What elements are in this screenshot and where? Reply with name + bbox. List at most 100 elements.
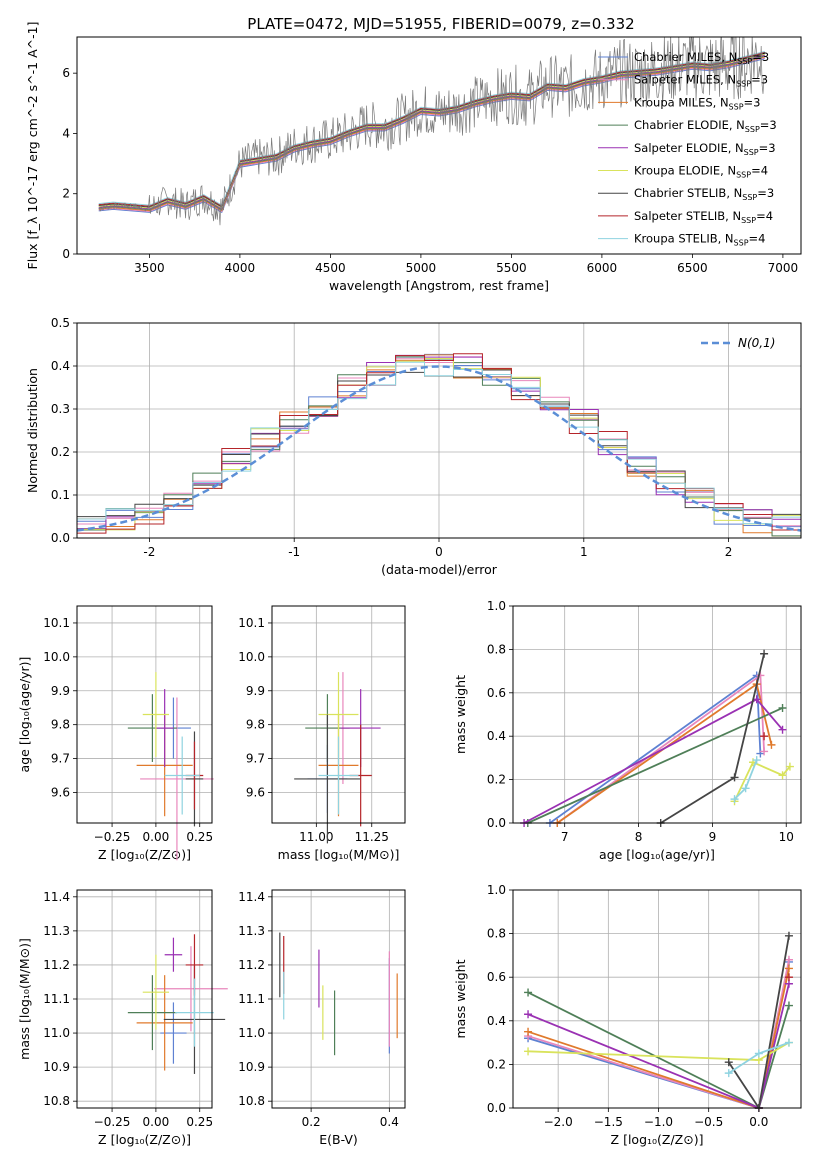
y-tick-label: 9.6 — [51, 785, 70, 799]
axes-frame — [76, 605, 213, 824]
x-axis-label: Z [log₁₀(Z/Z⊙)] — [98, 1132, 191, 1147]
series-marker — [752, 756, 761, 765]
series-marker — [784, 931, 793, 940]
y-tick-label: 11.4 — [43, 890, 70, 904]
y-tick-label: 0.6 — [487, 686, 506, 700]
series-marker — [524, 1027, 533, 1036]
y-tick-label: 11.0 — [43, 1026, 70, 1040]
axes-frame — [512, 605, 802, 824]
spectrum-plot — [98, 37, 765, 226]
x-tick-label: 0.0 — [749, 1115, 768, 1129]
spectrum-data-line — [98, 37, 765, 226]
series-marker — [767, 740, 776, 749]
y-tick-label: 9.7 — [51, 752, 70, 766]
x-tick-label: 7 — [561, 830, 569, 844]
x-tick-label: 5500 — [496, 261, 527, 275]
legend-label: Chabrier MILES, NSSP=3 — [634, 50, 769, 66]
series-marker — [730, 773, 739, 782]
axes-frame — [271, 889, 406, 1109]
y-tick-label: 0.8 — [487, 642, 506, 656]
axes-frame — [271, 605, 406, 824]
x-tick-label: 0.00 — [143, 830, 170, 844]
x-tick-label: 0.00 — [143, 1115, 170, 1129]
legend-label: Chabrier STELIB, NSSP=3 — [634, 186, 774, 202]
x-tick-label: 5000 — [406, 261, 437, 275]
panel-mass-vs-Z: −0.25 0.00 0.25 10.8 10.9 11.0 11.1 11.2 11.3 11.… — [17, 889, 228, 1147]
y-tick-label: 0.2 — [487, 773, 506, 787]
y-tick-label: 9.8 — [51, 718, 70, 732]
series-marker — [778, 725, 787, 734]
x-axis-label: wavelength [Angstrom, rest frame] — [329, 278, 549, 293]
axes-frame — [512, 889, 802, 1109]
y-axis-label: age [log₁₀(age/yr)] — [17, 657, 32, 773]
x-tick-label: 10 — [779, 830, 794, 844]
legend-label: Chabrier ELODIE, NSSP=3 — [634, 118, 777, 134]
y-tick-label: 11.1 — [43, 992, 70, 1006]
x-tick-label: 0 — [435, 545, 443, 559]
y-tick-label: 11.2 — [238, 958, 265, 972]
y-tick-label: 0.4 — [487, 729, 506, 743]
x-tick-label: −1.0 — [644, 1115, 673, 1129]
series-marker — [778, 771, 787, 780]
series-marker — [785, 762, 794, 771]
y-axis-label: mass weight — [453, 959, 468, 1038]
series-marker — [784, 1001, 793, 1010]
figure-title: PLATE=0472, MJD=51955, FIBERID=0079, z=0… — [247, 15, 634, 33]
y-tick-label: 10.9 — [238, 1060, 265, 1074]
panel-mass-vs-ebv: 0.2 0.4 10.8 10.9 11.0 11.1 11.2 11.3 11.4 E(B-V) — [238, 889, 406, 1147]
residuals-plot — [77, 353, 801, 537]
x-axis-label: age [log₁₀(age/yr)] — [599, 847, 715, 862]
y-tick-label: 10.1 — [43, 616, 70, 630]
series-marker — [724, 1069, 733, 1078]
y-tick-label: 11.1 — [238, 992, 265, 1006]
legend-label: N(0,1) — [738, 336, 775, 350]
histogram-line — [77, 356, 801, 527]
panel-age-vs-mass: 11.00 11.25 9.6 9.7 9.8 9.9 10.0 10.1 mass [log₁… — [238, 605, 406, 862]
y-tick-label: 1.0 — [487, 599, 506, 613]
x-tick-label: −0.25 — [94, 830, 131, 844]
y-tick-label: 0.1 — [51, 488, 70, 502]
panel-residuals: -2 -1 0 1 2 0.0 0.1 0.2 0.3 0.4 0.5 (data-model)/er… — [25, 316, 802, 577]
legend-label: Kroupa ELODIE, NSSP=4 — [634, 164, 768, 180]
y-axis-label: mass weight — [453, 675, 468, 754]
x-axis-label: E(B-V) — [319, 1132, 358, 1147]
y-tick-label: 0.0 — [487, 816, 506, 830]
series-line — [523, 698, 784, 824]
y-tick-label: 11.3 — [43, 924, 70, 938]
y-tick-label: 11.0 — [238, 1026, 265, 1040]
panel-spectrum: 3500 4000 4500 5000 5500 6000 6500 7000 0 2 4 6 wave… — [25, 22, 802, 293]
y-tick-label: 10.8 — [43, 1094, 70, 1108]
y-tick-label: 2 — [62, 187, 70, 201]
series-marker — [741, 784, 750, 793]
panel-massweight-vs-age: 7 8 9 10 0.0 0.2 0.4 0.6 0.8 1.0 age [log₁₀(age/yr… — [453, 599, 802, 862]
x-tick-label: 4500 — [315, 261, 346, 275]
histogram-line — [77, 361, 801, 525]
x-tick-label: 8 — [635, 830, 643, 844]
y-tick-label: 0.3 — [51, 402, 70, 416]
y-tick-label: 10.1 — [238, 616, 265, 630]
histogram-line — [77, 354, 801, 530]
legend-label: Kroupa STELIB, NSSP=4 — [634, 232, 765, 248]
y-tick-label: 9.6 — [246, 785, 265, 799]
x-tick-label: 4000 — [225, 261, 256, 275]
x-axis-label: Z [log₁₀(Z/Z⊙)] — [611, 1132, 704, 1147]
x-axis-label: mass [log₁₀(M/M⊙)] — [278, 847, 400, 862]
x-tick-label: 0.4 — [380, 1115, 399, 1129]
y-tick-label: 0.2 — [51, 445, 70, 459]
series-marker — [784, 1038, 793, 1047]
series-marker — [524, 1047, 533, 1056]
panel-age-vs-Z: −0.25 0.00 0.25 9.6 9.7 9.8 9.9 10.0 10.1 Z [log₁… — [17, 605, 214, 862]
y-tick-label: 10.0 — [238, 650, 265, 664]
series-marker — [784, 973, 793, 982]
series-marker — [524, 988, 533, 997]
x-tick-label: 0.25 — [186, 1115, 213, 1129]
y-tick-label: 10.0 — [43, 650, 70, 664]
axes-frame — [76, 889, 213, 1109]
x-tick-label: −0.5 — [694, 1115, 723, 1129]
x-tick-label: -1 — [288, 545, 300, 559]
y-tick-label: 11.2 — [43, 958, 70, 972]
x-tick-label: -2 — [143, 545, 155, 559]
y-tick-label: 9.9 — [51, 684, 70, 698]
x-tick-label: 7000 — [768, 261, 799, 275]
